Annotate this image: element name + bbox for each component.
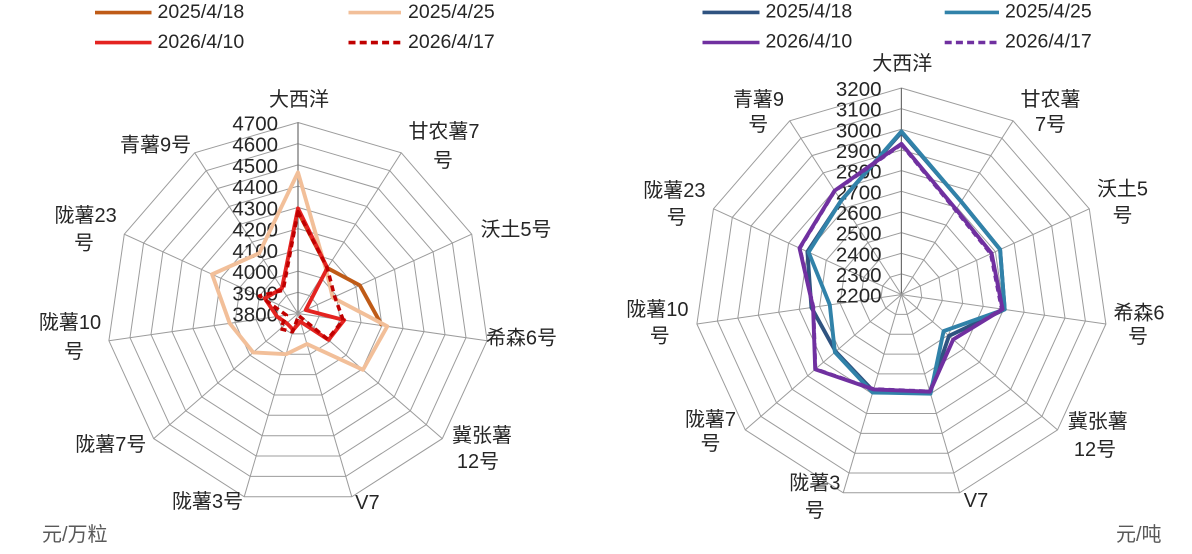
svg-text:陇薯3号: 陇薯3号 — [172, 490, 243, 513]
svg-text:2025/4/25: 2025/4/25 — [1005, 1, 1092, 23]
svg-text:沃土5号: 沃土5号 — [480, 218, 551, 241]
svg-text:陇薯23: 陇薯23 — [643, 179, 705, 202]
svg-text:号: 号 — [433, 150, 453, 172]
svg-text:V7: V7 — [355, 492, 379, 514]
svg-text:冀张薯: 冀张薯 — [452, 424, 512, 447]
svg-text:大西洋: 大西洋 — [872, 52, 932, 75]
svg-text:3200: 3200 — [836, 78, 882, 101]
svg-text:冀张薯: 冀张薯 — [1068, 410, 1128, 433]
svg-text:2025/4/18: 2025/4/18 — [766, 1, 853, 23]
svg-text:2600: 2600 — [836, 202, 882, 225]
svg-text:12号: 12号 — [457, 451, 499, 473]
svg-text:号: 号 — [74, 233, 94, 255]
svg-text:元/万粒: 元/万粒 — [42, 523, 108, 546]
svg-text:号: 号 — [1128, 326, 1148, 348]
svg-text:7号: 7号 — [1035, 114, 1066, 136]
svg-text:3800: 3800 — [232, 304, 278, 327]
svg-text:4600: 4600 — [232, 134, 278, 157]
svg-text:号: 号 — [650, 326, 670, 348]
svg-text:甘农薯: 甘农薯 — [1021, 88, 1081, 111]
svg-text:4400: 4400 — [232, 176, 278, 199]
svg-text:青薯9: 青薯9 — [733, 88, 784, 111]
svg-text:2026/4/17: 2026/4/17 — [1005, 31, 1092, 53]
svg-text:号: 号 — [748, 114, 768, 136]
svg-text:2200: 2200 — [836, 285, 882, 308]
svg-text:号: 号 — [701, 433, 721, 455]
svg-text:2026/4/10: 2026/4/10 — [766, 31, 853, 53]
svg-text:元/吨: 元/吨 — [1116, 523, 1162, 546]
svg-text:12号: 12号 — [1074, 439, 1116, 461]
svg-text:号: 号 — [1113, 205, 1133, 227]
svg-text:希森6号: 希森6号 — [486, 327, 557, 350]
svg-text:大西洋: 大西洋 — [269, 88, 329, 111]
svg-text:号: 号 — [667, 207, 687, 229]
svg-text:号: 号 — [64, 341, 84, 363]
svg-text:2400: 2400 — [836, 243, 882, 266]
svg-text:青薯9号: 青薯9号 — [120, 134, 191, 157]
svg-text:V7: V7 — [964, 490, 988, 512]
svg-text:沃土5: 沃土5 — [1097, 178, 1148, 201]
svg-text:陇薯23: 陇薯23 — [54, 204, 116, 227]
svg-text:2300: 2300 — [836, 264, 882, 287]
svg-text:陇薯10: 陇薯10 — [39, 311, 101, 334]
svg-text:2700: 2700 — [836, 181, 882, 204]
svg-text:号: 号 — [805, 500, 825, 522]
svg-text:甘农薯7: 甘农薯7 — [408, 120, 479, 143]
svg-text:希森6: 希森6 — [1113, 302, 1164, 325]
svg-text:4000: 4000 — [232, 261, 278, 284]
svg-text:陇薯10: 陇薯10 — [626, 298, 688, 321]
svg-text:2026/4/17: 2026/4/17 — [408, 31, 495, 53]
svg-text:4300: 4300 — [232, 197, 278, 220]
svg-text:陇薯7: 陇薯7 — [685, 408, 736, 431]
svg-text:4100: 4100 — [232, 240, 278, 263]
svg-text:2025/4/18: 2025/4/18 — [158, 1, 245, 23]
svg-text:陇薯7号: 陇薯7号 — [75, 433, 146, 456]
svg-text:2026/4/10: 2026/4/10 — [158, 31, 245, 53]
svg-text:2500: 2500 — [836, 223, 882, 246]
svg-text:2900: 2900 — [836, 140, 882, 163]
svg-text:4500: 4500 — [232, 155, 278, 178]
svg-text:3100: 3100 — [836, 99, 882, 122]
svg-text:2025/4/25: 2025/4/25 — [408, 1, 495, 23]
svg-text:陇薯3: 陇薯3 — [789, 472, 840, 495]
svg-text:4700: 4700 — [232, 113, 278, 136]
svg-text:3000: 3000 — [836, 119, 882, 142]
